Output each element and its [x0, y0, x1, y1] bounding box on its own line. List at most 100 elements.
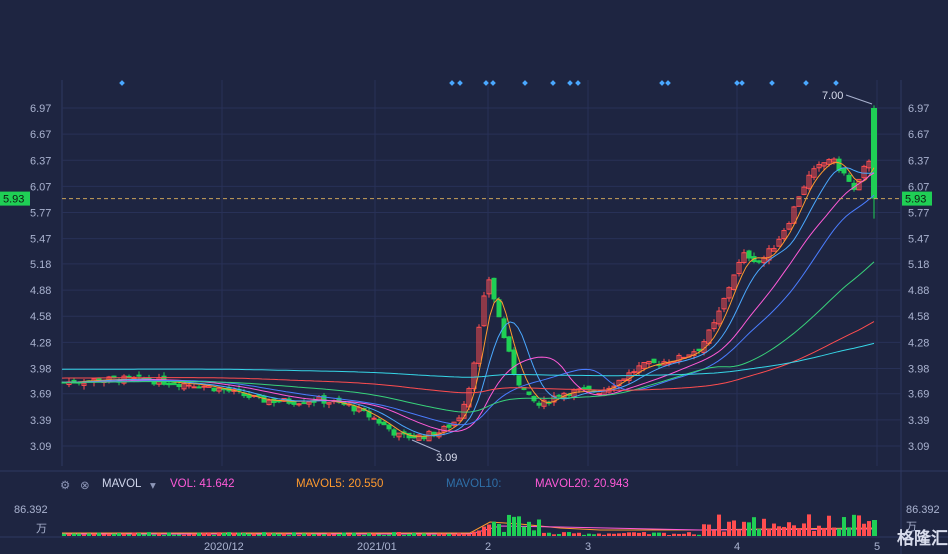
magnet-icon[interactable]: ∩	[249, 33, 260, 49]
stock-code[interactable]: 600576	[28, 7, 70, 21]
checkbox-icon[interactable]: ☐	[843, 6, 856, 21]
volume-bar	[342, 532, 346, 536]
period-tab-1[interactable]: 多日	[118, 8, 144, 23]
settings-icon[interactable]: ⚙	[823, 6, 836, 21]
price-tick-left: 3.69	[30, 389, 51, 401]
candle-body	[416, 434, 422, 441]
period-tab-10[interactable]: 15分	[414, 8, 441, 23]
volume-bar	[127, 534, 131, 536]
vol-settings-icon[interactable]: ⚙	[60, 480, 71, 492]
candle-body	[856, 178, 862, 191]
volume-bar	[812, 530, 816, 536]
text-tool-icon[interactable]: Aa	[164, 33, 181, 49]
candle-body	[751, 256, 757, 263]
signal-marker	[119, 80, 125, 86]
candle-body	[171, 382, 177, 386]
volume-bar	[132, 532, 136, 536]
chevron-down-icon[interactable]: ▾	[150, 480, 156, 492]
wave-tool-icon[interactable]: ⌇	[75, 33, 82, 48]
ma-line-6	[62, 342, 875, 378]
vol-indicator-label[interactable]: MAVOL	[102, 478, 142, 490]
period-tab-12[interactable]: 1小时	[491, 8, 524, 23]
ma-close-icon[interactable]: ⊗	[80, 62, 90, 74]
low-price-pointer	[411, 439, 441, 453]
channel-tool-icon[interactable]: ⋰	[50, 33, 64, 48]
fullscreen-icon[interactable]: ⛶	[902, 6, 912, 21]
candle-body	[356, 407, 362, 412]
price-tick-left: 3.98	[30, 363, 51, 375]
candle-body	[206, 385, 212, 388]
candle-body	[466, 388, 472, 408]
volume-bar	[172, 534, 176, 536]
hide-icon[interactable]: ⊘	[294, 33, 306, 48]
rect-tool-icon[interactable]: ▭	[192, 33, 206, 48]
line-tool-icon[interactable]: ⟋	[28, 33, 39, 48]
period-tab-7[interactable]: 1分	[319, 8, 340, 23]
arrow-tool-icon[interactable]: ←	[139, 33, 153, 49]
period-tab-0[interactable]: 分时	[81, 8, 107, 23]
volume-bar	[672, 533, 676, 536]
candle-body	[116, 379, 122, 383]
period-tab-13[interactable]: 2小时	[535, 8, 568, 23]
redo-icon[interactable]: ↻	[925, 62, 935, 74]
ma-settings-icon[interactable]: ⚙	[60, 62, 71, 74]
candle-body	[576, 388, 582, 391]
period-tab-6[interactable]: 年K	[287, 8, 308, 23]
trash-icon[interactable]: 🗑	[317, 33, 334, 48]
crosshair-icon[interactable]: ✥	[6, 33, 17, 48]
price-tick-left: 4.58	[30, 311, 51, 323]
candle-body	[636, 365, 642, 373]
signal-marker	[522, 80, 528, 86]
fib-tool-icon[interactable]: ☰	[93, 33, 106, 48]
current-price-tag-left	[0, 191, 30, 206]
candle-body	[556, 394, 562, 397]
volume-bar	[72, 533, 76, 536]
volume-bar	[207, 532, 211, 536]
candle-body	[701, 341, 707, 354]
candle-body	[841, 167, 847, 174]
period-tab-9[interactable]: 5分	[382, 8, 403, 23]
volume-bar	[417, 534, 421, 536]
draw-settings-icon[interactable]: ⚙	[379, 33, 392, 48]
price-tick-right: 4.28	[908, 337, 929, 349]
pencil-icon[interactable]: ✎	[883, 6, 895, 21]
volume-bar	[487, 524, 491, 536]
ma-indicator-label[interactable]: MA	[100, 61, 118, 73]
display-menu[interactable]: 显示	[657, 8, 683, 23]
adjust-select[interactable]: 前复权	[852, 59, 891, 75]
candle-body	[526, 391, 532, 395]
volume-bar	[62, 533, 66, 536]
f10-button[interactable]: F10	[919, 6, 942, 22]
signal-marker	[665, 80, 671, 86]
period-tab-8[interactable]: 3分	[351, 8, 371, 23]
undo-icon[interactable]: ↺	[903, 62, 913, 74]
period-tab-4[interactable]: 月K	[221, 8, 243, 23]
vol-close-icon[interactable]: ⊗	[80, 480, 90, 492]
volume-bar	[222, 533, 226, 536]
volume-bar	[357, 534, 361, 536]
candle-body	[621, 378, 627, 381]
volume-bar	[507, 514, 511, 536]
volume-bar	[112, 533, 116, 536]
volume-bar	[837, 528, 841, 536]
link-icon[interactable]: ∞	[358, 33, 368, 49]
volume-bar	[142, 534, 146, 536]
period-tab-2[interactable]: 日K	[155, 8, 177, 23]
camera-icon[interactable]: ▣	[863, 6, 876, 21]
vol-axis-unit-right: 万	[906, 521, 917, 533]
period-tab-11[interactable]: 30分	[452, 8, 480, 23]
multi-chart-select[interactable]: 1天：1分K	[585, 8, 646, 23]
candle-body	[491, 277, 497, 300]
volume-bar	[667, 534, 671, 536]
lock-icon[interactable]: ⊛	[271, 33, 283, 48]
candle-body	[531, 395, 537, 402]
volume-bar	[647, 534, 651, 536]
candle-body	[771, 248, 777, 252]
period-tab-3[interactable]: 周K	[188, 8, 210, 23]
eraser-icon[interactable]: ⌀	[230, 33, 238, 48]
period-tab-5[interactable]: 季K	[254, 8, 276, 23]
sidebar-toggle-icon[interactable]	[6, 7, 18, 21]
volume-bar	[652, 532, 656, 536]
range-tool-icon[interactable]: ⇹	[117, 33, 128, 48]
